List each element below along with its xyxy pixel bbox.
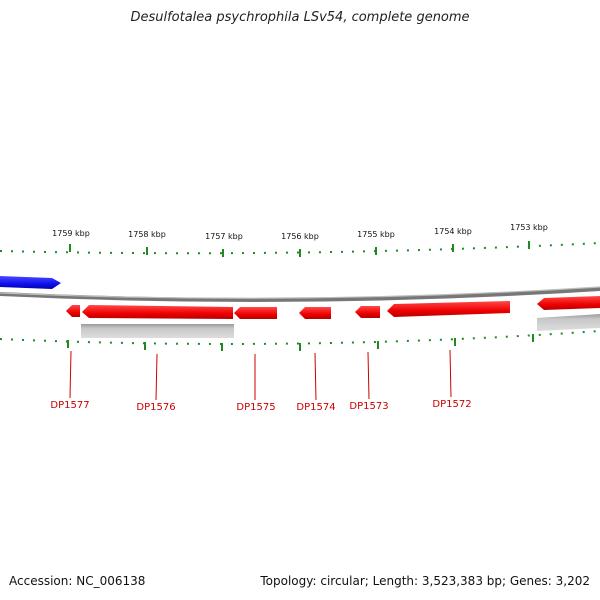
feature-bar[interactable] bbox=[81, 324, 234, 338]
kbp-label: 1756 kbp bbox=[281, 232, 319, 241]
kbp-labels: 1759 kbp 1758 kbp 1757 kbp 1756 kbp 1755… bbox=[52, 223, 548, 241]
gene-label-dp1574[interactable]: DP1574 bbox=[296, 402, 335, 413]
genome-backbone bbox=[0, 287, 600, 302]
gene-label-dp1573[interactable]: DP1573 bbox=[349, 401, 388, 412]
gene-arrow-next[interactable] bbox=[537, 296, 600, 310]
kbp-label: 1758 kbp bbox=[128, 230, 166, 239]
gene-labels: DP1577 DP1576 DP1575 DP1574 DP1573 DP157… bbox=[50, 399, 471, 413]
gene-arrow-dp1574[interactable] bbox=[299, 307, 331, 319]
gene-label-dp1577[interactable]: DP1577 bbox=[50, 400, 89, 411]
feature-bar[interactable] bbox=[537, 314, 600, 331]
gene-arrow-dp1573[interactable] bbox=[355, 306, 380, 318]
label-leaders bbox=[69, 349, 452, 401]
gene-arrow-dp1575[interactable] bbox=[234, 307, 277, 319]
reverse-genes bbox=[66, 296, 600, 319]
gene-arrow-dp1572[interactable] bbox=[387, 301, 510, 317]
gene-label-dp1576[interactable]: DP1576 bbox=[136, 402, 175, 413]
kbp-label: 1754 kbp bbox=[434, 227, 472, 236]
kbp-label: 1759 kbp bbox=[52, 229, 90, 238]
outer-tick-track bbox=[0, 241, 600, 257]
feature-track bbox=[81, 314, 600, 338]
gene-arrow-dp1577[interactable] bbox=[66, 305, 80, 317]
kbp-label: 1755 kbp bbox=[357, 230, 395, 239]
backbone-highlight bbox=[0, 286, 600, 299]
kbp-label: 1757 kbp bbox=[205, 232, 243, 241]
gene-arrow-dp1576[interactable] bbox=[82, 305, 233, 319]
forward-gene-arrow[interactable] bbox=[0, 276, 61, 289]
topology-text: Topology: circular; Length: 3,523,383 bp… bbox=[260, 574, 590, 588]
gene-label-dp1575[interactable]: DP1575 bbox=[236, 402, 275, 413]
accession-text: Accession: NC_006138 bbox=[9, 574, 146, 588]
genome-title: Desulfotalea psychrophila LSv54, complet… bbox=[130, 10, 470, 25]
inner-tick-track bbox=[0, 330, 600, 351]
gene-label-dp1572[interactable]: DP1572 bbox=[432, 399, 471, 410]
kbp-label: 1753 kbp bbox=[510, 223, 548, 232]
